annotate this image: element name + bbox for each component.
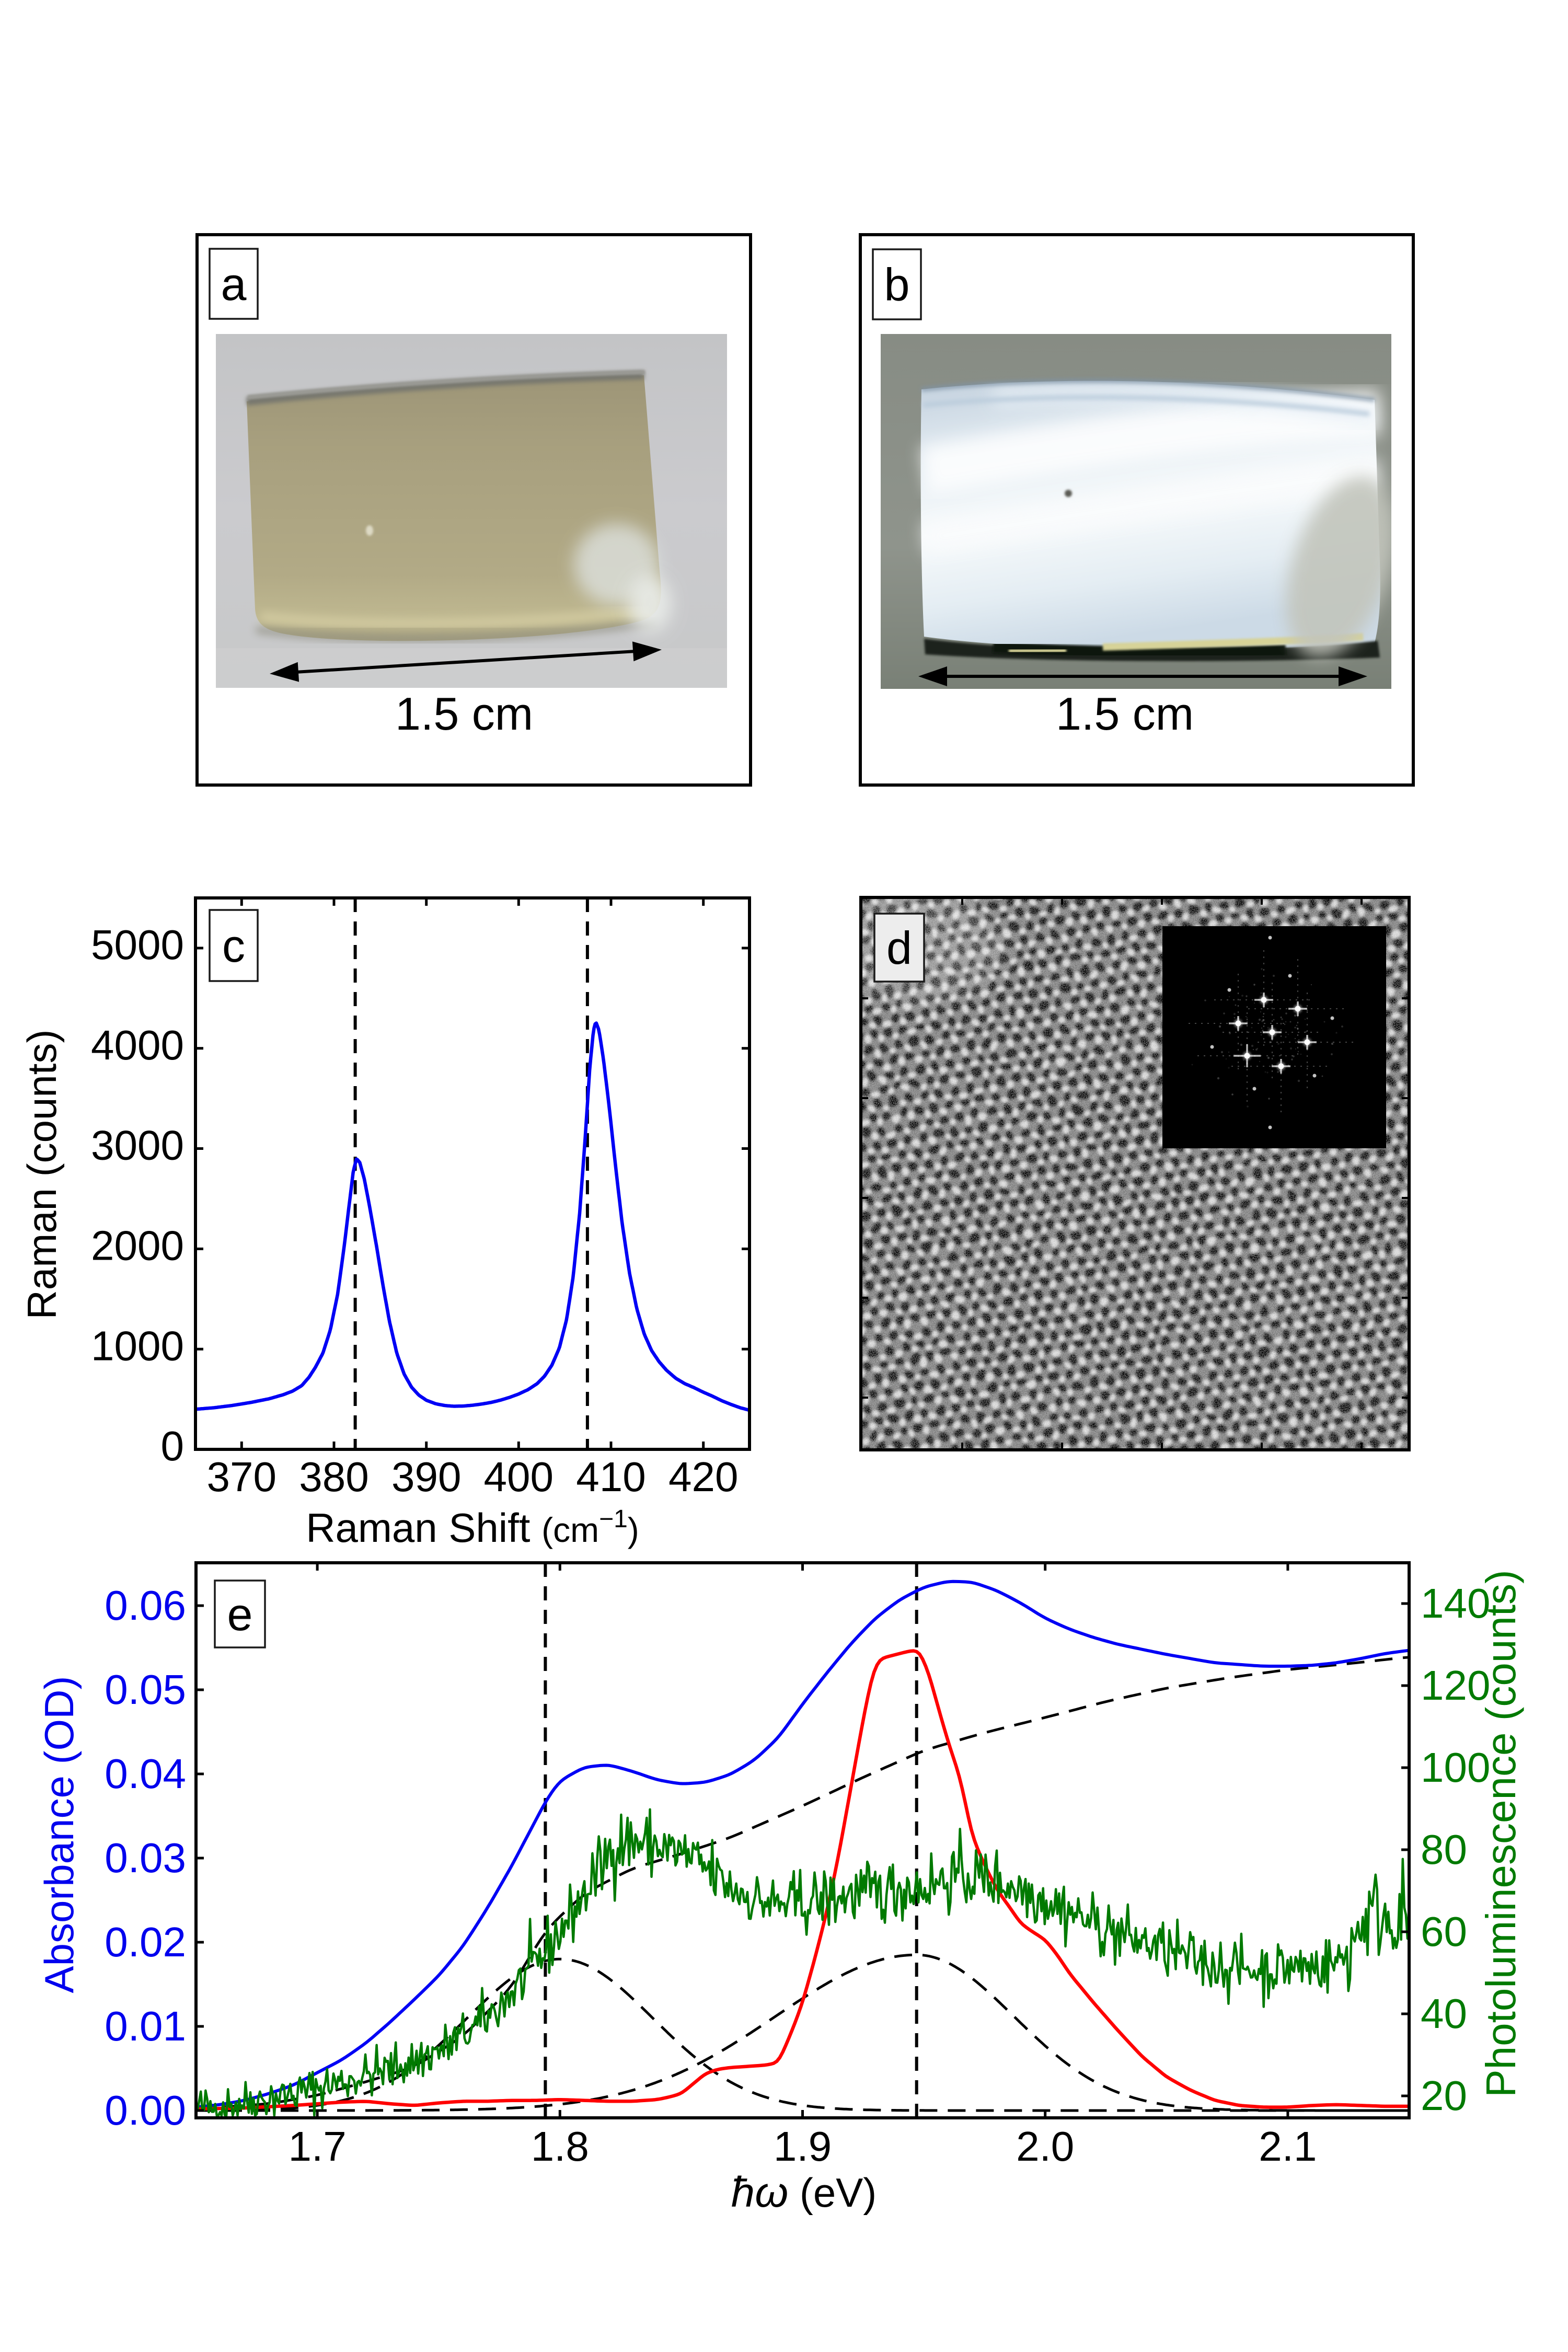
svg-text:0.03: 0.03 <box>105 1835 186 1881</box>
svg-text:ħω (eV): ħω (eV) <box>731 2169 877 2216</box>
svg-text:2.1: 2.1 <box>1259 2123 1317 2170</box>
svg-text:1000: 1000 <box>91 1322 184 1369</box>
svg-text:Absorbance (OD): Absorbance (OD) <box>36 1676 82 1993</box>
svg-text:1.5 cm: 1.5 cm <box>1056 688 1194 740</box>
svg-text:1.9: 1.9 <box>774 2123 832 2170</box>
svg-text:100: 100 <box>1421 1744 1490 1791</box>
svg-text:d: d <box>886 922 912 974</box>
svg-text:b: b <box>884 259 910 310</box>
svg-text:e: e <box>227 1588 253 1640</box>
svg-text:a: a <box>221 258 247 310</box>
svg-text:380: 380 <box>299 1454 368 1500</box>
svg-text:Photoluminescence (counts): Photoluminescence (counts) <box>1478 1570 1524 2097</box>
svg-text:0.06: 0.06 <box>105 1582 186 1629</box>
svg-text:2.0: 2.0 <box>1016 2123 1074 2170</box>
svg-text:140: 140 <box>1421 1580 1490 1627</box>
svg-text:0.04: 0.04 <box>105 1750 186 1797</box>
svg-text:20: 20 <box>1421 2072 1467 2119</box>
svg-text:1.5 cm: 1.5 cm <box>395 688 533 740</box>
svg-text:400: 400 <box>484 1454 554 1500</box>
svg-text:0.00: 0.00 <box>105 2087 186 2134</box>
svg-text:60: 60 <box>1421 1908 1467 1955</box>
svg-text:40: 40 <box>1421 1990 1467 2037</box>
svg-text:410: 410 <box>576 1454 645 1500</box>
svg-text:2000: 2000 <box>91 1223 184 1269</box>
svg-text:c: c <box>222 920 245 972</box>
svg-text:3000: 3000 <box>91 1122 184 1169</box>
svg-text:370: 370 <box>207 1454 276 1500</box>
svg-text:1.7: 1.7 <box>288 2123 346 2170</box>
svg-text:120: 120 <box>1421 1662 1490 1709</box>
svg-text:Raman Shift (cm−1): Raman Shift (cm−1) <box>306 1505 639 1551</box>
svg-text:80: 80 <box>1421 1826 1467 1873</box>
svg-text:Raman (counts): Raman (counts) <box>19 1030 65 1320</box>
svg-text:420: 420 <box>668 1454 738 1500</box>
svg-text:0.02: 0.02 <box>105 1919 186 1965</box>
svg-text:0: 0 <box>161 1423 185 1469</box>
svg-text:4000: 4000 <box>91 1022 184 1068</box>
svg-text:390: 390 <box>391 1454 461 1500</box>
svg-text:5000: 5000 <box>91 921 184 968</box>
svg-text:1.8: 1.8 <box>531 2123 589 2170</box>
svg-text:0.01: 0.01 <box>105 2003 186 2049</box>
svg-text:0.05: 0.05 <box>105 1666 186 1713</box>
